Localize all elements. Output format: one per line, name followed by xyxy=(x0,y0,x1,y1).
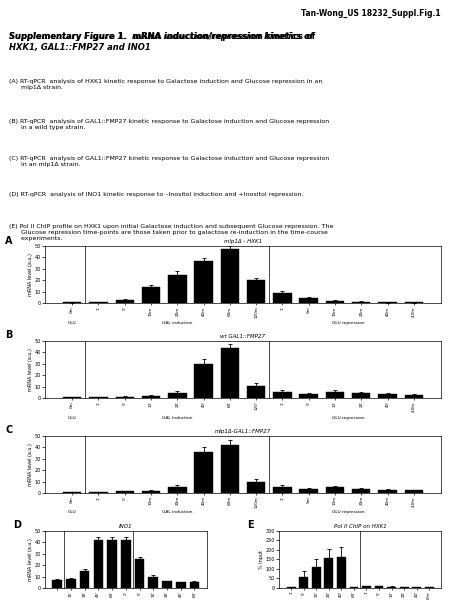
Bar xyxy=(52,580,62,588)
Bar xyxy=(194,364,213,398)
Text: (E) Pol II ChIP profile on HXK1 upon initial Galactose induction and subsequent : (E) Pol II ChIP profile on HXK1 upon ini… xyxy=(9,224,333,241)
Bar xyxy=(220,348,239,398)
Text: A: A xyxy=(5,236,13,245)
Bar xyxy=(405,302,423,304)
Bar xyxy=(324,559,333,588)
Bar xyxy=(135,559,144,588)
Bar xyxy=(220,445,239,493)
Bar xyxy=(300,489,318,493)
Bar xyxy=(63,302,81,304)
Title: Pol II ChIP on HXK1: Pol II ChIP on HXK1 xyxy=(334,524,387,529)
Text: GLU: GLU xyxy=(68,321,77,325)
Text: GLU repression: GLU repression xyxy=(332,416,364,419)
Text: (B) RT-qPCR  analysis of GAL1::FMP27 kinetic response to Galactose induction and: (B) RT-qPCR analysis of GAL1::FMP27 kine… xyxy=(9,119,329,130)
Bar xyxy=(142,396,160,398)
Text: (A) RT-qPCR  analysis of HXK1 kinetic response to Galactose induction and Glucos: (A) RT-qPCR analysis of HXK1 kinetic res… xyxy=(9,79,322,90)
Bar xyxy=(66,579,76,588)
Bar xyxy=(89,492,108,493)
Title: mlp1Δ-GAL1::FMP27: mlp1Δ-GAL1::FMP27 xyxy=(215,429,271,434)
Bar xyxy=(287,587,296,588)
Text: B: B xyxy=(5,331,13,340)
Bar xyxy=(405,490,423,493)
Bar xyxy=(121,540,130,588)
Text: GLU: GLU xyxy=(68,511,77,514)
Y-axis label: mRNA level (a.u.): mRNA level (a.u.) xyxy=(28,538,33,581)
Bar xyxy=(412,587,421,588)
Bar xyxy=(425,587,434,588)
Bar xyxy=(194,452,213,493)
Bar xyxy=(247,386,266,398)
Bar xyxy=(247,482,266,493)
Text: GAL induction: GAL induction xyxy=(162,511,193,514)
Text: C: C xyxy=(5,425,13,436)
Bar xyxy=(352,393,370,398)
Bar xyxy=(312,567,320,588)
Bar xyxy=(300,298,318,304)
Bar xyxy=(162,581,172,588)
Bar xyxy=(89,397,108,398)
Bar xyxy=(378,490,397,493)
Bar xyxy=(148,577,158,588)
Bar xyxy=(63,492,81,493)
Bar xyxy=(362,586,371,588)
Bar xyxy=(299,577,308,588)
Bar xyxy=(352,488,370,493)
Bar xyxy=(168,275,186,304)
Text: Supplementary Figure 1.  mRNA induction/repression kinetics of: Supplementary Figure 1. mRNA induction/r… xyxy=(9,32,318,41)
Text: GLU: GLU xyxy=(68,416,77,419)
Bar xyxy=(273,392,292,398)
Bar xyxy=(300,394,318,398)
Bar xyxy=(400,587,409,588)
Text: GAL Induction: GAL Induction xyxy=(162,416,193,419)
Text: GLU repression: GLU repression xyxy=(332,321,364,325)
Bar xyxy=(273,487,292,493)
Y-axis label: % Input: % Input xyxy=(260,550,265,569)
Bar xyxy=(352,302,370,304)
Bar xyxy=(107,540,117,588)
Bar xyxy=(168,392,186,398)
Bar xyxy=(194,261,213,304)
Bar xyxy=(387,587,396,588)
Bar xyxy=(89,302,108,304)
Bar xyxy=(168,487,186,493)
Bar xyxy=(116,300,134,304)
Bar xyxy=(273,293,292,304)
Y-axis label: mRNA level (a.u.): mRNA level (a.u.) xyxy=(28,348,33,391)
Text: E: E xyxy=(247,520,254,530)
Bar xyxy=(326,392,344,398)
Bar xyxy=(116,397,134,398)
Bar xyxy=(326,487,344,493)
Bar xyxy=(80,571,90,588)
Bar xyxy=(375,586,383,588)
Bar xyxy=(63,397,81,398)
Title: mlp1Δ - HXK1: mlp1Δ - HXK1 xyxy=(224,239,262,244)
Text: Supplementary Figure 1.  mRNA induction/repression kinetics of 
HXK1, GAL1::FMP2: Supplementary Figure 1. mRNA induction/r… xyxy=(9,32,316,52)
Y-axis label: mRNA level (a.u.): mRNA level (a.u.) xyxy=(28,443,33,486)
Bar xyxy=(176,582,185,588)
Text: (D) RT-qPCR  analysis of INO1 kinetic response to –Inositol induction and +Inosi: (D) RT-qPCR analysis of INO1 kinetic res… xyxy=(9,191,303,197)
Bar xyxy=(94,540,103,588)
Bar xyxy=(405,395,423,398)
Y-axis label: mRNA level (a.u.): mRNA level (a.u.) xyxy=(28,253,33,296)
Bar xyxy=(378,302,397,304)
Bar xyxy=(378,394,397,398)
Title: INO1: INO1 xyxy=(119,524,133,529)
Text: GAL induction: GAL induction xyxy=(162,321,193,325)
Bar xyxy=(116,491,134,493)
Title: wt GAL1::FMP27: wt GAL1::FMP27 xyxy=(220,334,266,339)
Text: GLU repression: GLU repression xyxy=(332,511,364,514)
Bar xyxy=(350,587,358,588)
Bar xyxy=(189,581,199,588)
Bar xyxy=(326,301,344,304)
Bar xyxy=(337,557,346,588)
Text: (C) RT-qPCR  analysis of GAL1::FMP27 kinetic response to Galactose induction and: (C) RT-qPCR analysis of GAL1::FMP27 kine… xyxy=(9,157,329,167)
Text: Tan-Wong_US 18232_Suppl.Fig.1: Tan-Wong_US 18232_Suppl.Fig.1 xyxy=(302,9,441,18)
Text: D: D xyxy=(13,520,21,530)
Bar xyxy=(220,250,239,304)
Bar xyxy=(142,491,160,493)
Bar xyxy=(142,287,160,304)
Bar xyxy=(247,280,266,304)
